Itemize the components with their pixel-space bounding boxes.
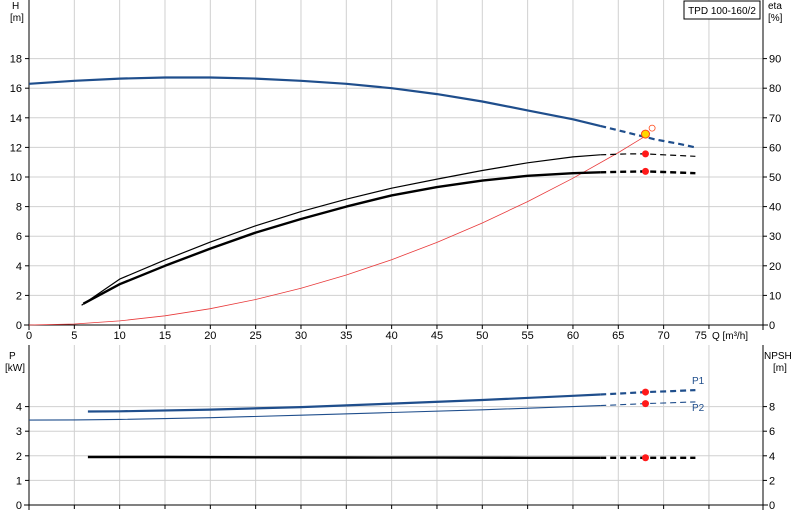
- x-tick-label: 45: [431, 330, 443, 342]
- y-tick-label-right: 70: [769, 113, 781, 125]
- head-curve-solid: [28, 76, 601, 127]
- p2-curve-solid: [28, 405, 601, 421]
- chart-title: TPD 100-160/2: [688, 6, 756, 17]
- x-tick-label: 10: [114, 330, 126, 342]
- y-tick-label-left: 18: [10, 54, 22, 66]
- title-box: [683, 0, 761, 20]
- x-axis-label: Q [m³/h]: [712, 331, 748, 342]
- x-tick-label: 15: [159, 330, 171, 342]
- x-tick-label: 65: [612, 330, 624, 342]
- x-tick-label: 70: [657, 330, 669, 342]
- y-tick-label-right-bottom: 4: [769, 451, 775, 463]
- x-tick-label: 50: [476, 330, 488, 342]
- x-tick-label: 75: [695, 330, 707, 342]
- eta-curve-thick-duty-point: [641, 167, 649, 175]
- series-label-p2: P2: [692, 403, 705, 414]
- y-tick-label-right: 50: [769, 172, 781, 184]
- y-tick-label-right-bottom: 8: [769, 402, 775, 414]
- y-axis-title-left: H: [12, 1, 19, 12]
- p2-curve-duty-point: [641, 400, 649, 408]
- y-tick-label-right: 60: [769, 142, 781, 154]
- x-tick-label: 5: [71, 330, 77, 342]
- y-tick-label-left-bottom: 0: [16, 500, 22, 512]
- y-tick-label-right: 10: [769, 290, 781, 302]
- y-tick-label-right: 40: [769, 202, 781, 214]
- eta-curve-thick-solid: [82, 171, 601, 305]
- y-tick-label-right: 20: [769, 261, 781, 273]
- y-axis-unit-right: [%]: [768, 13, 783, 24]
- y-axis-unit-left: [m]: [10, 13, 24, 24]
- y-tick-label-left-bottom: 2: [16, 451, 22, 463]
- y-tick-label-left-bottom: 4: [16, 402, 22, 414]
- x-tick-label: 0: [26, 330, 32, 342]
- eta-curve-duty-point: [641, 150, 649, 158]
- x-tick-label: 30: [295, 330, 307, 342]
- y-tick-label-left: 2: [16, 290, 22, 302]
- points-layer: [640, 124, 656, 462]
- y-tick-label-left: 4: [16, 261, 22, 273]
- y-tick-label-left: 14: [10, 113, 22, 125]
- y-tick-label-right-bottom: 6: [769, 426, 775, 438]
- y-tick-label-left: 16: [10, 83, 22, 95]
- system-curve-line: [28, 132, 651, 326]
- y-tick-label-left: 8: [16, 202, 22, 214]
- x-tick-label: 25: [250, 330, 262, 342]
- series-layer: [28, 76, 696, 459]
- p1-curve-solid: [87, 393, 601, 413]
- y-tick-label-right: 0: [769, 320, 775, 332]
- y-tick-label-left: 0: [16, 320, 22, 332]
- system-end-marker: [648, 124, 656, 132]
- y-axis-unit-left-bottom: [kW]: [5, 363, 25, 374]
- y-tick-label-left: 12: [10, 142, 22, 154]
- series-label-p1: P1: [692, 376, 705, 387]
- y-tick-label-left-bottom: 1: [16, 475, 22, 487]
- x-tick-label: 40: [386, 330, 398, 342]
- axes-layer: [24, 0, 768, 510]
- y-tick-label-right: 80: [769, 83, 781, 95]
- y-axis-title-right: eta: [768, 1, 782, 12]
- y-axis-title-left-bottom: P: [9, 351, 16, 362]
- x-tick-label: 35: [340, 330, 352, 342]
- eta-curve-solid: [81, 154, 601, 306]
- y-tick-label-right: 90: [769, 54, 781, 66]
- y-tick-label-right: 30: [769, 231, 781, 243]
- x-tick-label: 20: [204, 330, 216, 342]
- y-tick-label-left-bottom: 3: [16, 426, 22, 438]
- x-tick-label: 60: [567, 330, 579, 342]
- p1-curve-duty-point: [641, 388, 649, 396]
- y-axis-title-right-bottom: NPSH: [764, 351, 792, 362]
- y-tick-label-right-bottom: 0: [769, 500, 775, 512]
- grid-layer: [29, 0, 763, 505]
- y-tick-label-left: 6: [16, 231, 22, 243]
- y-tick-label-right-bottom: 2: [769, 475, 775, 487]
- head-duty-point: [640, 129, 650, 139]
- y-axis-unit-right-bottom: [m]: [773, 363, 787, 374]
- x-tick-label: 55: [522, 330, 534, 342]
- y-tick-label-left: 10: [10, 172, 22, 184]
- npsh-curve-solid: [87, 455, 601, 459]
- npsh-curve-duty-point: [641, 454, 649, 462]
